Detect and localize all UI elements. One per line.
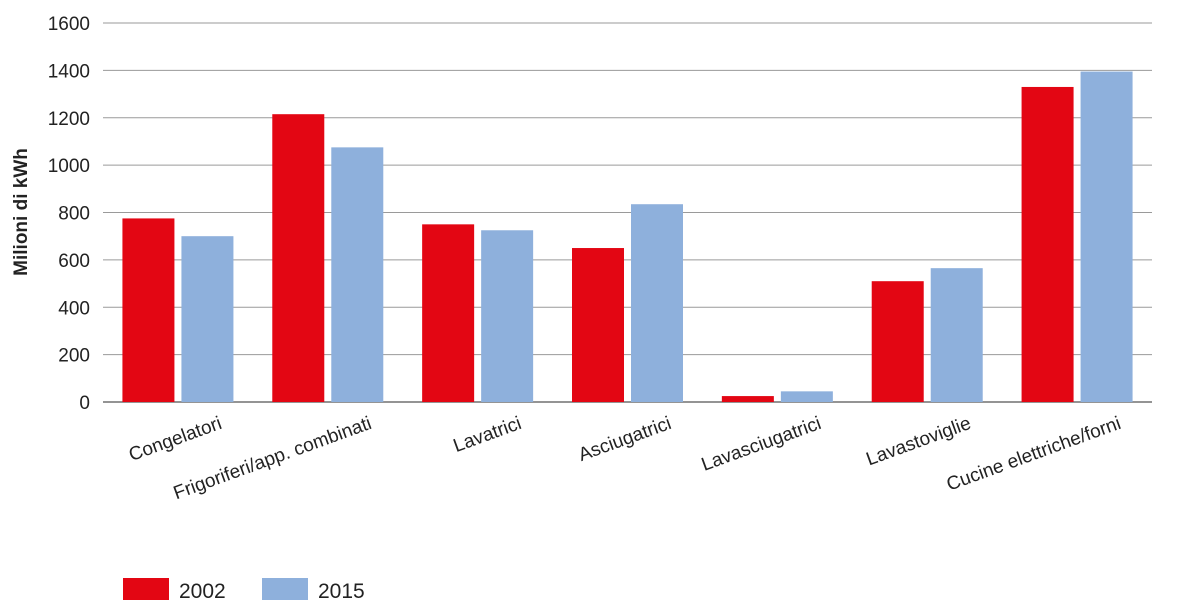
x-category-label: Asciugatrici xyxy=(576,413,674,466)
bar xyxy=(572,248,624,402)
bar xyxy=(181,236,234,402)
bars-layer xyxy=(122,71,1133,403)
bar xyxy=(331,147,384,402)
bar xyxy=(481,230,534,402)
y-tick-label: 800 xyxy=(58,204,90,225)
bar xyxy=(1021,86,1074,403)
bar xyxy=(122,218,175,402)
bar xyxy=(721,396,774,402)
bar xyxy=(1080,71,1133,402)
bar xyxy=(631,204,683,402)
y-tick-label: 1600 xyxy=(48,14,90,35)
y-tick-label: 600 xyxy=(58,251,90,272)
x-category-label: Lavatrici xyxy=(451,413,525,457)
y-axis-title: Milioni di kWh xyxy=(11,148,32,276)
y-tick-label: 1200 xyxy=(48,109,90,130)
legend-swatch xyxy=(123,578,169,600)
x-category-label: Lavastoviglie xyxy=(864,413,974,470)
bar xyxy=(422,224,475,402)
y-tick-label: 200 xyxy=(58,346,90,367)
bar xyxy=(930,268,983,402)
y-tick-label: 1000 xyxy=(48,156,90,177)
legend-label: 2015 xyxy=(318,580,365,600)
x-category-label: Congelatori xyxy=(126,413,224,466)
y-tick-labels: 0 200 400 600 800 1000 1200 1400 1600 xyxy=(48,14,90,414)
y-tick-label: 400 xyxy=(58,298,90,319)
y-tick-label: 1400 xyxy=(48,61,90,82)
bar xyxy=(780,391,833,402)
legend-label: 2002 xyxy=(179,580,226,600)
grid-layer xyxy=(103,22,1152,403)
legend: 2002 2015 xyxy=(123,578,365,600)
bar xyxy=(871,281,924,402)
y-tick-label: 0 xyxy=(79,393,90,414)
legend-swatch xyxy=(262,578,308,600)
bar xyxy=(272,114,325,403)
x-category-label: Lavasciugatrici xyxy=(699,413,824,476)
